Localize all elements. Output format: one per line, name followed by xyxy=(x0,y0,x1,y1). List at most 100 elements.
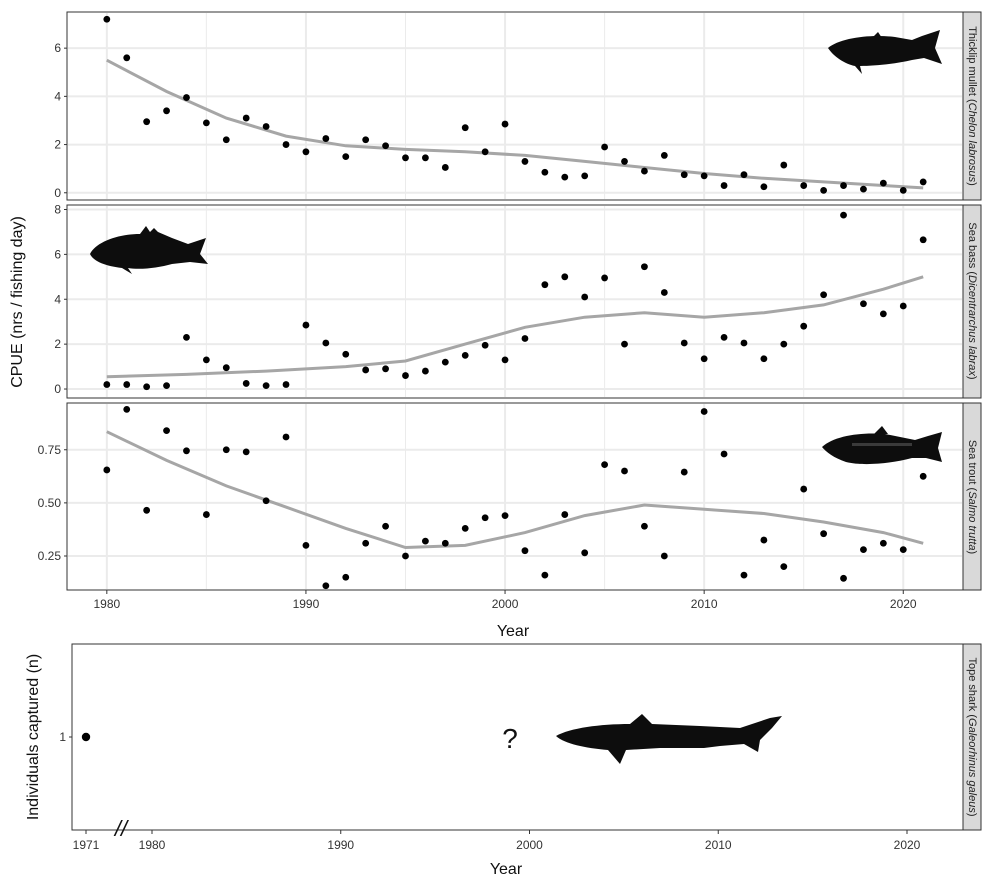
x-tick-label: 2010 xyxy=(691,597,718,611)
data-point xyxy=(840,574,847,582)
data-point xyxy=(143,506,151,514)
data-point xyxy=(660,552,668,560)
data-point xyxy=(700,172,708,180)
strip-4-common-name: Tope shark xyxy=(966,657,978,711)
data-point xyxy=(700,355,708,363)
data-point xyxy=(581,549,589,557)
y-tick-label: 2 xyxy=(54,337,61,351)
strip-1-species-name: Chelon labrosus xyxy=(966,103,978,183)
strip-1-common-name: Thicklip mullet xyxy=(966,26,978,96)
panel-4-points xyxy=(81,732,91,742)
data-point xyxy=(441,539,449,547)
data-point xyxy=(521,335,529,342)
data-point xyxy=(143,118,151,126)
data-point xyxy=(342,153,350,161)
x-tick-label: 1980 xyxy=(139,838,166,852)
x-tick-label: 1980 xyxy=(93,597,120,611)
data-point xyxy=(621,158,628,165)
data-point xyxy=(879,310,887,318)
panel-3-points xyxy=(103,405,927,590)
strip-2-background xyxy=(962,204,982,399)
data-point xyxy=(601,274,608,282)
data-point xyxy=(581,172,589,180)
panel-sea-trout: Sea trout (Salmo trutta) xyxy=(66,402,982,591)
data-point xyxy=(302,541,310,549)
data-point xyxy=(601,461,608,469)
data-point xyxy=(441,164,449,171)
y-axis-title-cpue: CPUE (nrs / fishing day) xyxy=(9,216,26,388)
data-point xyxy=(919,472,927,480)
data-point xyxy=(202,511,210,518)
x-axis-ticks-top-panels: 1980 1990 2000 2010 2020 xyxy=(93,590,917,611)
data-point xyxy=(860,300,867,308)
panel-1-frame xyxy=(66,11,964,201)
y-tick-label: 0.75 xyxy=(38,443,62,457)
data-point xyxy=(402,372,409,379)
data-point xyxy=(501,512,509,520)
data-point xyxy=(222,364,230,372)
data-point xyxy=(183,334,190,341)
data-point xyxy=(899,186,907,194)
data-point xyxy=(103,381,111,388)
data-point xyxy=(183,94,190,101)
data-point xyxy=(322,135,330,142)
data-point xyxy=(123,381,131,388)
panel-1-points xyxy=(103,15,927,194)
data-point xyxy=(899,546,907,554)
axis-break-symbol: // xyxy=(113,816,129,841)
data-point xyxy=(402,154,409,162)
data-point xyxy=(820,530,828,538)
strip-2-species-name: Dicentrarchus labrax xyxy=(966,275,978,376)
x-axis-ticks-shark-panel: 1971 1980 1990 2000 2010 2020 xyxy=(73,830,921,852)
data-point xyxy=(302,321,310,329)
panel-2-points xyxy=(103,211,927,391)
sea-trout-silhouette-icon xyxy=(822,426,942,465)
data-point xyxy=(561,273,569,281)
data-point xyxy=(322,339,330,347)
data-point xyxy=(740,571,748,579)
data-point xyxy=(621,340,628,348)
x-tick-label: 2000 xyxy=(492,597,519,611)
data-point xyxy=(680,468,688,476)
strip-1-background xyxy=(962,11,982,201)
data-point xyxy=(382,365,389,373)
data-point xyxy=(899,302,907,310)
data-point xyxy=(262,123,270,130)
data-point xyxy=(441,358,449,366)
data-point xyxy=(461,351,469,359)
data-point xyxy=(820,291,828,299)
data-point xyxy=(780,563,788,571)
data-point xyxy=(282,381,290,388)
data-point xyxy=(163,382,170,390)
x-tick-label: 1990 xyxy=(327,838,354,852)
data-point xyxy=(183,447,190,455)
data-point xyxy=(879,539,887,547)
x-tick-label: 2020 xyxy=(894,838,921,852)
panel-2-frame xyxy=(66,204,964,399)
data-point xyxy=(342,573,350,581)
data-point xyxy=(202,356,210,364)
data-point xyxy=(860,185,867,193)
data-point xyxy=(561,511,569,518)
y-tick-label: 1 xyxy=(59,730,66,744)
data-point xyxy=(879,179,887,187)
data-point xyxy=(561,173,569,181)
y-tick-label: 4 xyxy=(54,89,61,103)
data-point xyxy=(481,341,489,349)
data-point xyxy=(800,322,808,330)
data-point xyxy=(840,182,847,189)
data-point xyxy=(780,161,788,169)
data-point xyxy=(481,514,489,522)
strip-3-background xyxy=(962,402,982,591)
data-point xyxy=(461,124,469,132)
data-point xyxy=(700,408,708,415)
panel-sea-bass: Sea bass (Dicentrarchus labrax) xyxy=(66,204,982,399)
data-point xyxy=(501,120,509,128)
y-tick-label: 0 xyxy=(54,186,61,200)
data-point xyxy=(262,382,270,390)
strip-2-common-name: Sea bass xyxy=(966,222,978,268)
x-tick-label: 1971 xyxy=(73,838,100,852)
strip-4-species-name: Galeorhinus galeus xyxy=(966,718,978,813)
x-tick-label: 2000 xyxy=(516,838,543,852)
